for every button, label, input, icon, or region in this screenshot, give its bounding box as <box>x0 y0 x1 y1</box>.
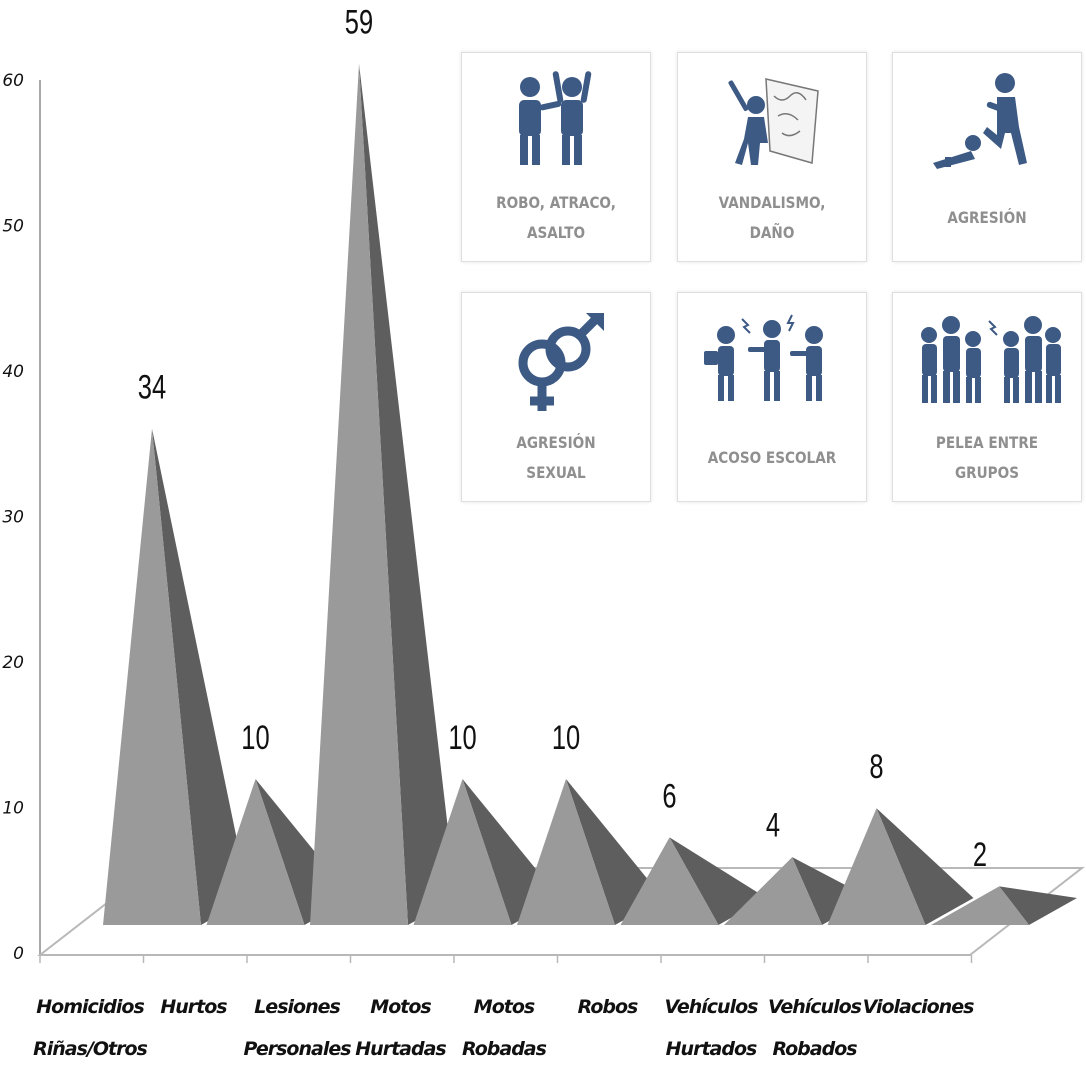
y-tick-label: 30 <box>2 508 24 528</box>
value-label: 8 <box>869 749 883 786</box>
card-label: AGRESIÓN SEXUAL <box>481 423 631 493</box>
y-tick-label: 40 <box>2 362 24 382</box>
gender-symbol-icon <box>462 311 650 416</box>
card-label: VANDALISMO, DAÑO <box>697 183 847 253</box>
x-tick-label: Homicidios Riñas/Otros <box>33 996 147 1060</box>
x-tick-label: Motos Robadas <box>462 996 547 1060</box>
x-tick-label: Lesiones Personales <box>243 996 351 1060</box>
x-tick-label: Motos Hurtadas <box>355 996 446 1060</box>
y-tick-label: 0 <box>13 944 24 964</box>
value-label: 10 <box>552 720 580 757</box>
robbery-icon <box>462 71 650 176</box>
value-label: 34 <box>138 369 166 406</box>
card-label: ROBO, ATRACO, ASALTO <box>481 183 631 253</box>
x-tick-label: Vehículos Hurtados <box>665 996 759 1060</box>
value-label: 6 <box>662 778 676 815</box>
crime-category-card: ROBO, ATRACO, ASALTO <box>461 52 651 262</box>
x-tick-label: Vehículos Robados <box>768 996 862 1060</box>
pyramid-bar <box>103 429 249 925</box>
crime-category-card: PELEA ENTRE GRUPOS <box>892 292 1082 502</box>
bullying-icon <box>678 311 866 416</box>
x-tick-label: Robos <box>578 996 638 1018</box>
aggression-icon <box>893 71 1081 176</box>
value-label: 2 <box>973 836 987 873</box>
value-label: 4 <box>766 807 780 844</box>
y-tick-label: 60 <box>2 71 24 91</box>
crime-category-card: AGRESIÓN SEXUAL <box>461 292 651 502</box>
card-label: ACOSO ESCOLAR <box>697 423 847 493</box>
vandalism-icon <box>678 71 866 176</box>
card-label: PELEA ENTRE GRUPOS <box>912 423 1062 493</box>
group-fight-icon <box>893 311 1081 416</box>
pyramid-bar <box>310 64 456 925</box>
crime-category-card: VANDALISMO, DAÑO <box>677 52 867 262</box>
crime-category-card: AGRESIÓN <box>892 52 1082 262</box>
y-tick-label: 50 <box>2 217 24 237</box>
value-label: 59 <box>345 4 373 41</box>
value-label: 10 <box>241 720 269 757</box>
pyramid-bar <box>828 808 974 925</box>
x-tick-label: Hurtos <box>160 996 227 1018</box>
y-tick-label: 10 <box>2 799 24 819</box>
card-label: AGRESIÓN <box>912 183 1062 253</box>
x-tick-label: Violaciones <box>863 996 975 1018</box>
y-tick-label: 20 <box>2 653 24 673</box>
value-label: 10 <box>448 720 476 757</box>
crime-category-card: ACOSO ESCOLAR <box>677 292 867 502</box>
